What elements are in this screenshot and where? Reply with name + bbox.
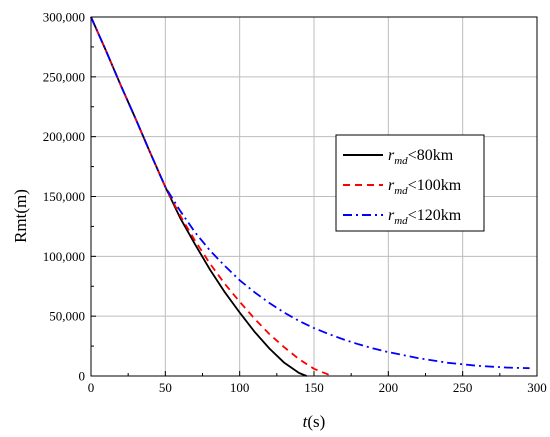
x-tick-label: 100 xyxy=(230,380,250,395)
x-axis-title: t(s) xyxy=(303,412,326,431)
series-line-3 xyxy=(90,16,530,370)
series-line-2 xyxy=(90,16,334,377)
series-layer xyxy=(90,16,530,377)
series-line-1 xyxy=(90,16,307,377)
legend-label-series-1: rmd<80km xyxy=(388,147,454,167)
y-tick-label: 300,000 xyxy=(43,10,85,25)
y-tick-label: 150,000 xyxy=(43,189,85,204)
legend-label-series-2: rmd<100km xyxy=(388,177,462,197)
legend-label-series-1-rest: <80km xyxy=(408,147,454,164)
x-tick-label: 300 xyxy=(527,380,547,395)
legend: rmd<80km rmd<100km rmd<120km xyxy=(335,134,485,232)
legend-label-series-3: rmd<120km xyxy=(388,207,462,227)
x-tick-label: 250 xyxy=(453,380,473,395)
y-tick-label: 100,000 xyxy=(43,249,85,264)
legend-label-series-2-rest: <100km xyxy=(408,177,462,194)
axis-ticks xyxy=(90,16,538,377)
y-tick-label: 200,000 xyxy=(43,129,85,144)
x-axis-title-variable: t xyxy=(303,412,309,431)
y-axis-title: Rmt(m) xyxy=(11,189,30,243)
x-axis-title-unit: (s) xyxy=(307,412,325,431)
y-tick-label: 250,000 xyxy=(43,69,85,84)
y-tick-label: 50,000 xyxy=(49,309,85,324)
legend-label-series-3-var: r xyxy=(388,207,395,224)
x-tick-label: 50 xyxy=(159,380,172,395)
legend-label-series-3-sub: md xyxy=(394,215,408,227)
y-tick-label: 0 xyxy=(79,369,86,384)
legend-box xyxy=(335,134,485,232)
x-tick-label: 200 xyxy=(379,380,399,395)
legend-label-series-1-sub: md xyxy=(394,155,408,167)
x-tick-label: 0 xyxy=(88,380,95,395)
legend-label-series-3-rest: <120km xyxy=(408,207,462,224)
tick-labels: 0 50 100 150 200 250 300 0 50,000 100,000 150,000 2… xyxy=(43,10,547,396)
x-tick-label: 150 xyxy=(304,380,324,395)
legend-label-series-2-sub: md xyxy=(394,185,408,197)
legend-label-series-1-var: r xyxy=(388,147,395,164)
legend-label-series-2-var: r xyxy=(388,177,395,194)
